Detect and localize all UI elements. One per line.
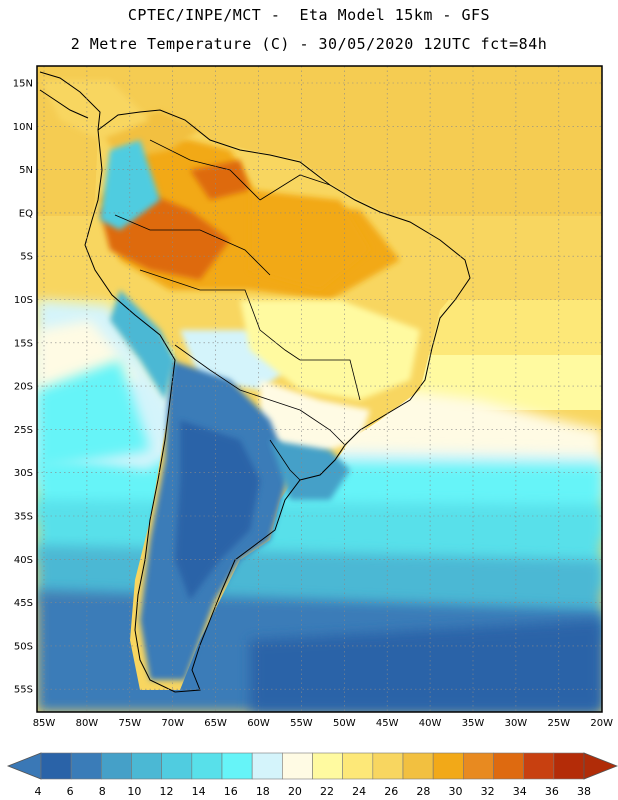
longitude-label: 35W bbox=[462, 718, 485, 729]
map-title-line1: CPTEC/INPE/MCT - Eta Model 15km - GFS bbox=[127, 6, 491, 24]
colorbar-swatch bbox=[70, 752, 102, 780]
longitude-label: 55W bbox=[290, 718, 313, 729]
latitude-label: 25S bbox=[14, 425, 33, 436]
longitude-label: 20W bbox=[590, 718, 613, 729]
colorbar-swatch bbox=[131, 752, 162, 780]
colorbar-value-label: 30 bbox=[449, 785, 463, 798]
colorbar-value-label: 22 bbox=[320, 785, 334, 798]
colorbar-high-arrow bbox=[583, 752, 618, 780]
colorbar-value-label: 18 bbox=[256, 785, 270, 798]
colorbar-swatch bbox=[40, 752, 72, 780]
latitude-label: 20S bbox=[14, 382, 33, 393]
colorbar-swatch bbox=[493, 752, 524, 780]
colorbar-value-label: 32 bbox=[481, 785, 495, 798]
longitude-label: 60W bbox=[247, 718, 270, 729]
colorbar-value-label: 12 bbox=[159, 785, 173, 798]
colorbar-swatch bbox=[523, 752, 555, 780]
colorbar-swatch bbox=[282, 752, 313, 780]
colorbar-swatch bbox=[372, 752, 404, 780]
longitude-label: 50W bbox=[333, 718, 356, 729]
colorbar-value-label: 6 bbox=[67, 785, 74, 798]
colorbar-value-label: 10 bbox=[127, 785, 141, 798]
latitude-label: 50S bbox=[14, 641, 33, 652]
coastlines bbox=[39, 71, 471, 693]
temperature-field bbox=[37, 66, 602, 712]
colorbar-low-arrow bbox=[6, 752, 42, 780]
latitude-label: 35S bbox=[14, 512, 33, 523]
longitude-label: 65W bbox=[204, 718, 227, 729]
latitude-label: 5N bbox=[19, 165, 33, 176]
latitude-label: 55S bbox=[14, 685, 33, 696]
colorbar-value-label: 4 bbox=[35, 785, 42, 798]
latitude-label: 15S bbox=[14, 338, 33, 349]
longitude-label: 80W bbox=[76, 718, 99, 729]
latitude-label: 5S bbox=[20, 252, 33, 263]
colorbar-value-label: 26 bbox=[384, 785, 398, 798]
latitude-label: 30S bbox=[14, 468, 33, 479]
latitude-label: 40S bbox=[14, 555, 33, 566]
colorbar-value-label: 38 bbox=[577, 785, 591, 798]
latitude-label: 15N bbox=[13, 79, 33, 90]
colorbar-swatch bbox=[191, 752, 223, 780]
colorbar-value-label: 34 bbox=[513, 785, 527, 798]
longitude-label: 25W bbox=[547, 718, 570, 729]
colorbar-swatch bbox=[101, 752, 132, 780]
colorbar-value-label: 20 bbox=[288, 785, 302, 798]
colorbar-value-label: 24 bbox=[352, 785, 366, 798]
longitude-label: 85W bbox=[33, 718, 56, 729]
colorbar-value-label: 36 bbox=[545, 785, 559, 798]
colorbar-swatch bbox=[553, 752, 585, 780]
colorbar-swatch bbox=[402, 752, 434, 780]
colorbar-value-label: 16 bbox=[224, 785, 238, 798]
latitude-label: 10S bbox=[14, 295, 33, 306]
longitude-label: 75W bbox=[118, 718, 141, 729]
longitude-labels: 85W 80W 75W 70W 65W 60W 55W 50W 45W 40W 35W 30W 25W 2… bbox=[33, 718, 613, 729]
colorbar-swatch bbox=[432, 752, 464, 780]
longitude-label: 45W bbox=[376, 718, 399, 729]
colorbar: 4 6 8 10 12 14 16 18 20 22 24 26 28 30 32 34 36 38 bbox=[6, 752, 618, 798]
colorbar-swatch bbox=[342, 752, 374, 780]
latitude-label: 45S bbox=[14, 598, 33, 609]
latitude-label: 10N bbox=[13, 122, 33, 133]
longitude-label: 70W bbox=[161, 718, 184, 729]
colorbar-value-label: 8 bbox=[99, 785, 106, 798]
latitude-label: EQ bbox=[19, 208, 33, 219]
colorbar-value-label: 28 bbox=[416, 785, 430, 798]
longitude-label: 40W bbox=[419, 718, 442, 729]
map-frame bbox=[36, 65, 603, 713]
latitude-labels: 15N 10N 5N EQ 5S 10S 15S 20S 25S 30S 35S 40S 45S 50S 5… bbox=[13, 79, 33, 696]
map-title-line2: 2 Metre Temperature (C) - 30/05/2020 12U… bbox=[70, 35, 548, 53]
colorbar-swatch bbox=[161, 752, 193, 780]
country-borders bbox=[114, 139, 361, 481]
colorbar-swatch bbox=[251, 752, 283, 780]
colorbar-swatch bbox=[312, 752, 343, 780]
colorbar-swatch bbox=[463, 752, 494, 780]
colorbar-value-label: 14 bbox=[192, 785, 206, 798]
longitude-label: 30W bbox=[505, 718, 528, 729]
colorbar-swatch bbox=[221, 752, 253, 780]
